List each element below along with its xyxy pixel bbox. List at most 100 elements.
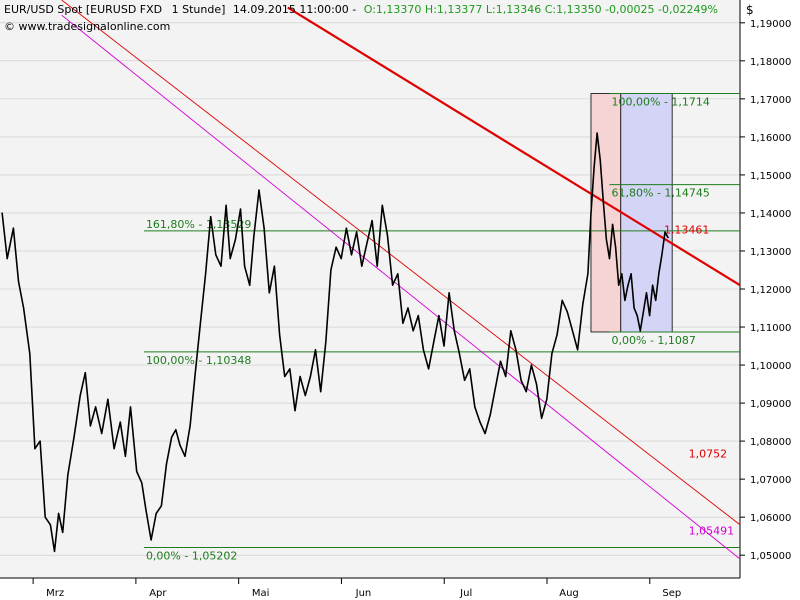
price-point xyxy=(141,482,143,484)
price-point xyxy=(593,166,595,168)
price-point xyxy=(199,322,202,324)
fib-level-label: 0,00% - 1,05202 xyxy=(146,550,237,563)
price-point xyxy=(407,307,409,309)
price-point xyxy=(179,444,181,446)
price-point xyxy=(309,375,311,378)
price-point xyxy=(605,238,607,241)
fib-level-label: 161,80% - 1,13529 xyxy=(146,218,251,231)
price-point xyxy=(299,375,301,378)
price-point xyxy=(23,307,25,309)
y-tick-label: 1,14000 xyxy=(750,209,791,220)
price-point xyxy=(658,273,660,275)
price-point xyxy=(566,311,568,313)
y-tick-label: 1,06000 xyxy=(750,513,791,524)
interval-label: 1 Stunde] xyxy=(171,3,226,16)
y-tick-label: 1,17000 xyxy=(750,95,791,106)
price-point xyxy=(433,341,435,343)
price-point xyxy=(204,273,207,275)
fib-level-label: 0,00% - 1,1087 xyxy=(612,334,696,347)
price-point xyxy=(249,284,251,286)
price-point xyxy=(84,372,86,374)
price-point xyxy=(587,273,589,275)
price-point xyxy=(273,265,276,267)
price-point xyxy=(189,425,191,427)
trendline-label: 1,0752 xyxy=(689,447,728,460)
price-point xyxy=(618,284,620,286)
price-point xyxy=(12,227,14,229)
price-point xyxy=(636,315,638,317)
price-point xyxy=(304,394,306,397)
price-point xyxy=(284,375,286,378)
y-tick-label: 1,10000 xyxy=(750,361,791,372)
price-point xyxy=(381,204,383,206)
price-point xyxy=(258,189,260,191)
y-tick-label: 1,11000 xyxy=(750,323,791,334)
price-point xyxy=(124,455,126,457)
price-point xyxy=(345,227,347,229)
price-point xyxy=(561,299,563,302)
price-point xyxy=(234,238,236,241)
price-point xyxy=(556,334,558,336)
price-point xyxy=(608,257,611,260)
price-point xyxy=(44,516,46,518)
chart-header: EUR/USD Spot [EURUSD FXD 1 Stunde] 14.09… xyxy=(4,3,718,16)
price-point xyxy=(17,280,20,282)
price-point xyxy=(599,159,601,161)
x-tick-label: Mrz xyxy=(46,588,64,599)
price-point xyxy=(244,265,246,267)
price-point xyxy=(376,265,378,267)
currency-symbol: $ xyxy=(746,3,754,17)
price-point xyxy=(107,398,109,400)
trendline xyxy=(61,14,741,560)
price-point xyxy=(253,235,255,237)
price-point xyxy=(571,330,574,332)
price-point xyxy=(667,237,669,239)
price-point xyxy=(530,364,532,366)
trendline-label: 1,13461 xyxy=(664,223,710,236)
price-point xyxy=(314,349,317,351)
x-tick-label: Jul xyxy=(459,588,472,599)
y-tick-label: 1,16000 xyxy=(750,133,791,144)
fib-level-label: 61,80% - 1,14745 xyxy=(612,187,710,200)
price-point xyxy=(652,284,654,286)
price-point xyxy=(515,349,517,351)
fib-box xyxy=(590,93,622,333)
trendline xyxy=(61,0,741,526)
price-point xyxy=(525,391,527,393)
price-point xyxy=(417,315,419,317)
price-point xyxy=(136,470,138,473)
price-point xyxy=(627,284,629,286)
price-point xyxy=(79,394,81,397)
price-point xyxy=(184,455,186,457)
price-point xyxy=(489,413,491,416)
price-point xyxy=(129,406,132,408)
price-point xyxy=(661,254,663,256)
price-point xyxy=(320,391,322,393)
price-point xyxy=(150,539,152,541)
price-point xyxy=(590,212,592,214)
price-point xyxy=(499,360,502,362)
price-point xyxy=(268,292,270,294)
price-point xyxy=(392,284,394,286)
price-point xyxy=(630,273,632,275)
price-point xyxy=(350,254,353,256)
price-point xyxy=(520,379,522,381)
price-point xyxy=(505,375,507,378)
x-tick-label: Jun xyxy=(355,588,372,599)
x-tick-label: Mai xyxy=(252,588,270,599)
y-tick-label: 1,05000 xyxy=(750,551,791,562)
price-point xyxy=(639,330,641,332)
price-point xyxy=(648,315,651,317)
price-point xyxy=(119,421,121,423)
y-tick-label: 1,18000 xyxy=(750,57,791,68)
price-point xyxy=(615,246,617,248)
price-point xyxy=(289,368,291,370)
price-point xyxy=(494,387,496,389)
price-point xyxy=(453,330,455,332)
fib-level-label: 100,00% - 1,10348 xyxy=(146,354,251,367)
price-point xyxy=(361,265,363,267)
price-point xyxy=(294,410,296,412)
fib-level-label: 100,00% - 1,1714 xyxy=(612,96,710,109)
y-tick-label: 1,08000 xyxy=(750,437,791,448)
